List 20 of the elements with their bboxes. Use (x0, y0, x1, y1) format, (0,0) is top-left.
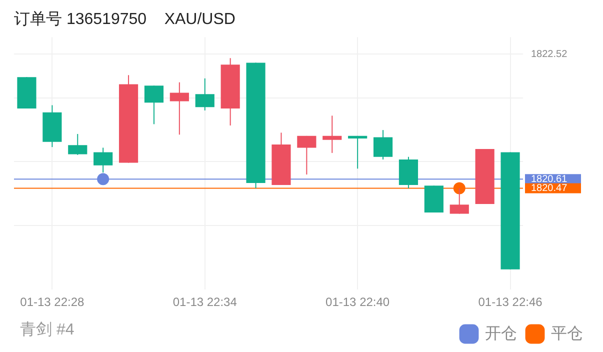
y-tick-label: 1820.47 (531, 183, 568, 194)
x-tick-label: 01-13 22:46 (478, 295, 543, 310)
candlestick (373, 130, 393, 160)
text: 青剑 #4 (20, 320, 74, 338)
candlestick (170, 82, 189, 136)
legend-label: 开仓 (485, 325, 517, 342)
candlestick (195, 78, 214, 111)
x-tick-label: 01-13 22:40 (326, 295, 390, 310)
x-tick-label: 01-13 22:34 (172, 295, 238, 310)
x-tick-label: 01-13 22:28 (20, 295, 85, 310)
candlestick (144, 85, 164, 125)
candlestick (297, 135, 316, 176)
y-tick-label: 1820.61 (531, 174, 568, 185)
legend-label: 平仓 (551, 325, 583, 342)
y-tick-label: 1822.52 (531, 48, 568, 60)
chart-title: 订单号 136519750 XAU/USD (14, 10, 236, 28)
candlestick (94, 147, 113, 174)
candlestick (68, 133, 88, 156)
candlestick (348, 135, 368, 170)
candlestick (322, 115, 342, 154)
